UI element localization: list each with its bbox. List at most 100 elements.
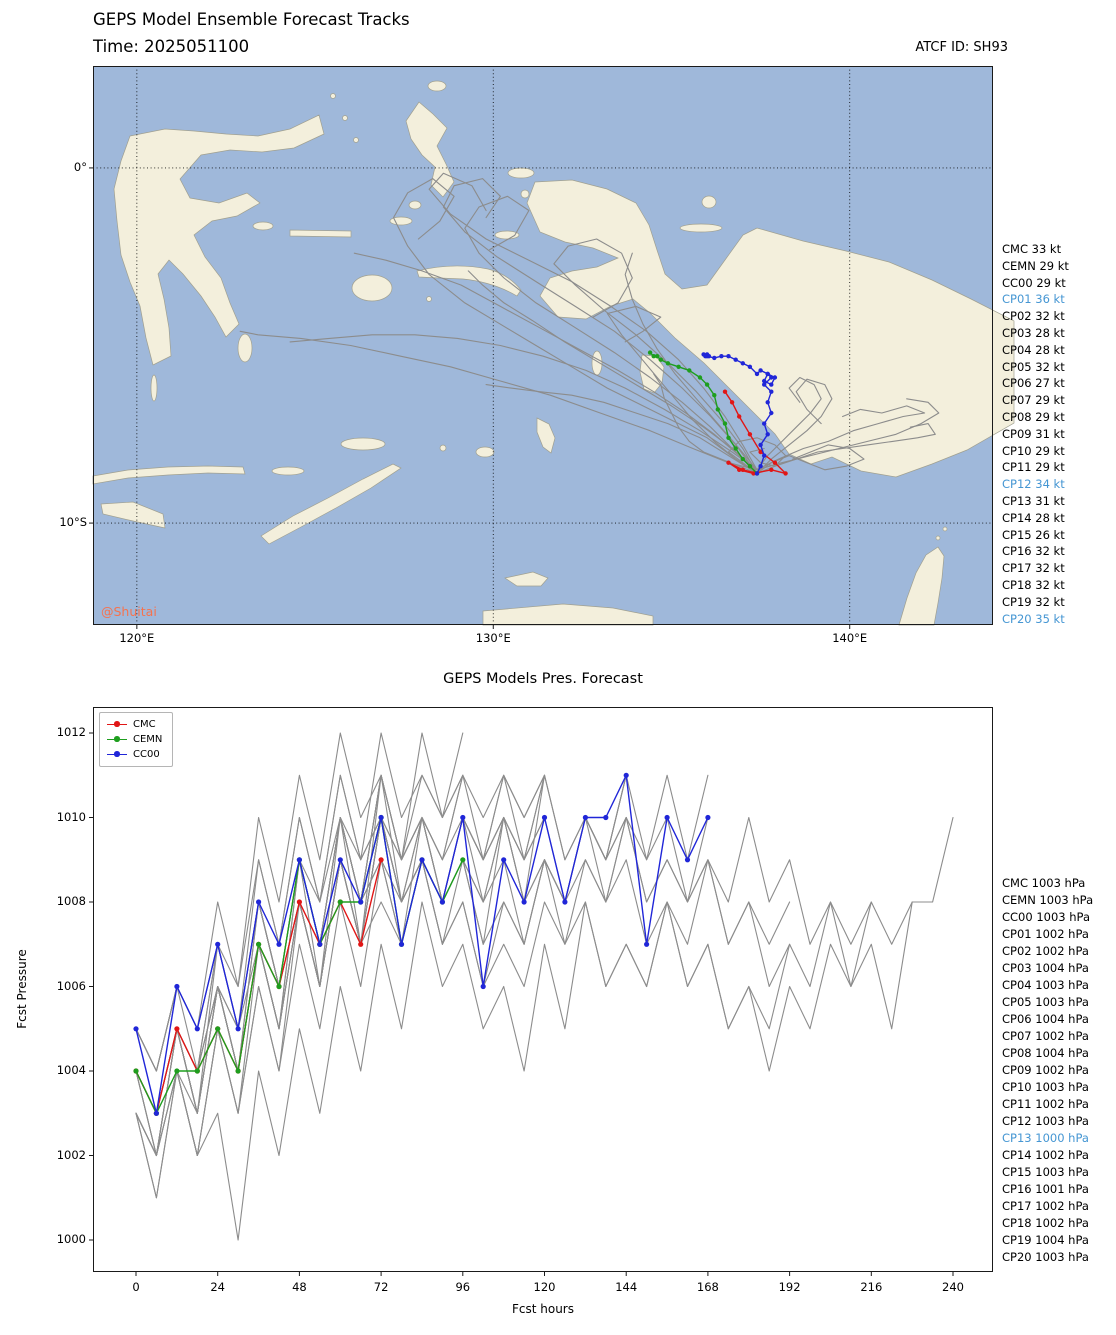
pressure-cc00-point (276, 941, 282, 947)
pressure-chart-title: GEPS Models Pres. Forecast (443, 671, 643, 687)
pressure-model-label: CEMN 1003 hPa (1002, 893, 1094, 907)
island-melville (504, 571, 549, 587)
pressure-ensemble-cp17 (135, 774, 627, 1157)
cmc-track-point (747, 432, 753, 437)
pressure-xtick-label: 24 (210, 1280, 226, 1294)
pressure-model-label: CP01 1002 hPa (1002, 927, 1089, 941)
ensemble-track (756, 405, 926, 471)
pressure-cc00-point (215, 941, 221, 947)
map-gridlines (89, 66, 993, 629)
cemn-track-point (704, 382, 710, 387)
pressure-cc00-point (194, 1026, 200, 1032)
pressure-ytick-label: 1012 (56, 725, 86, 739)
map-legend-item: CP19 32 kt (1002, 594, 1065, 609)
cmc-track-point (751, 471, 756, 476)
cc00-track-point (726, 354, 731, 359)
island-sulawesi (113, 114, 325, 366)
cc00-track-point (754, 371, 760, 377)
cmc-line-marker (107, 721, 127, 727)
cemn-track-point (722, 421, 728, 426)
pressure-model-label: CP05 1003 hPa (1002, 995, 1089, 1009)
pressure-model-label: CP17 1002 hPa (1002, 1199, 1089, 1213)
cemn-track-point (712, 393, 717, 398)
island-selayar (150, 374, 158, 402)
map-legend-item: CP08 29 kt (1002, 409, 1065, 424)
lat-tick-label: 0° (73, 159, 87, 174)
pressure-cc00-point (378, 814, 384, 821)
ensemble-track (727, 437, 787, 474)
cmc-track-point (726, 460, 731, 465)
cc00-track-point (765, 400, 770, 405)
pressure-cemn-point (235, 1068, 241, 1074)
island-seram (416, 265, 522, 297)
pressure-model-label: CP02 1002 hPa (1002, 944, 1089, 958)
pressure-ensemble-cp16 (135, 816, 791, 1199)
pressure-model-label: CP09 1002 hPa (1002, 1063, 1089, 1077)
island-obi (389, 216, 413, 226)
ensemble-track (442, 178, 758, 474)
island-waigeo (507, 167, 535, 179)
island-ambon (426, 296, 432, 302)
map-frame (93, 66, 993, 625)
pressure-model-label: CP06 1004 hPa (1002, 1012, 1089, 1026)
cmc-track-point (722, 389, 728, 394)
map-legend-item: CP11 29 kt (1002, 460, 1065, 475)
cc00-track-point (712, 355, 717, 361)
cemn-track-point (715, 407, 720, 412)
cmc-track-point (737, 414, 742, 419)
map-legend-item: CP10 29 kt (1002, 443, 1065, 458)
cc00-track-point (758, 464, 763, 469)
pressure-model-label: CMC 1003 hPa (1002, 876, 1086, 890)
island-sula (289, 229, 352, 238)
torres-islands (942, 526, 948, 532)
lon-tick-label: 140°E (832, 631, 868, 645)
cc00-track-point (762, 382, 767, 387)
island-salawati (520, 189, 530, 199)
island-flores (92, 465, 246, 485)
torres-islands (935, 535, 941, 541)
pressure-cc00-point (582, 814, 588, 821)
island-biak (701, 195, 717, 209)
pressure-ytick-label: 1008 (56, 894, 86, 908)
cmc-track-point (737, 467, 742, 472)
island-bacan (408, 200, 422, 210)
pressure-cc00-point (603, 814, 609, 821)
pressure-ensemble-cp13 (135, 901, 913, 1241)
legend-label-cemn: CEMN (133, 734, 163, 745)
cc00-track-point (765, 371, 770, 377)
pressure-model-label: CP04 1003 hPa (1002, 978, 1089, 992)
map-legend-item: CP15 26 kt (1002, 527, 1065, 542)
map-legend-item: CP09 31 kt (1002, 426, 1065, 441)
pressure-cc00-point (133, 1026, 139, 1032)
cemn-track-point (665, 361, 671, 366)
pressure-series-lines (133, 732, 954, 1241)
cc00-track-point (762, 453, 767, 458)
cemn-track-point (655, 354, 660, 359)
pressure-cc00-point (296, 857, 302, 863)
cc00-track-point (769, 375, 774, 380)
pressure-xtick-label: 48 (292, 1280, 307, 1294)
pressure-model-label: CP12 1003 hPa (1002, 1114, 1089, 1128)
pressure-cc00-point (398, 941, 405, 947)
ensemble-track (606, 305, 758, 474)
map-title-line2: Time: 2025051100 (93, 37, 250, 56)
pressure-ensemble-cp14 (135, 774, 709, 1157)
island-buton (237, 333, 253, 363)
cc00-track-point (769, 389, 774, 394)
pressure-canvas (89, 707, 993, 1276)
pressure-frame (93, 707, 993, 1272)
pressure-xtick-label: 240 (942, 1280, 964, 1294)
island-misool (494, 230, 520, 240)
pressure-cemn-point (276, 983, 282, 990)
pressure-legend: CMC CEMN CC00 (99, 712, 174, 767)
pressure-model-label: CP07 1002 hPa (1002, 1029, 1089, 1043)
pressure-cemn-point (460, 857, 466, 863)
island-sangihe (353, 137, 359, 143)
legend-row-cmc: CMC (107, 717, 162, 732)
ensemble-track (464, 195, 758, 474)
island-morotai (427, 80, 447, 92)
cemn-track-point (676, 364, 681, 369)
island-timor (260, 463, 402, 545)
legend-label-cc00: CC00 (133, 749, 160, 760)
cc00-track-point (769, 410, 774, 416)
